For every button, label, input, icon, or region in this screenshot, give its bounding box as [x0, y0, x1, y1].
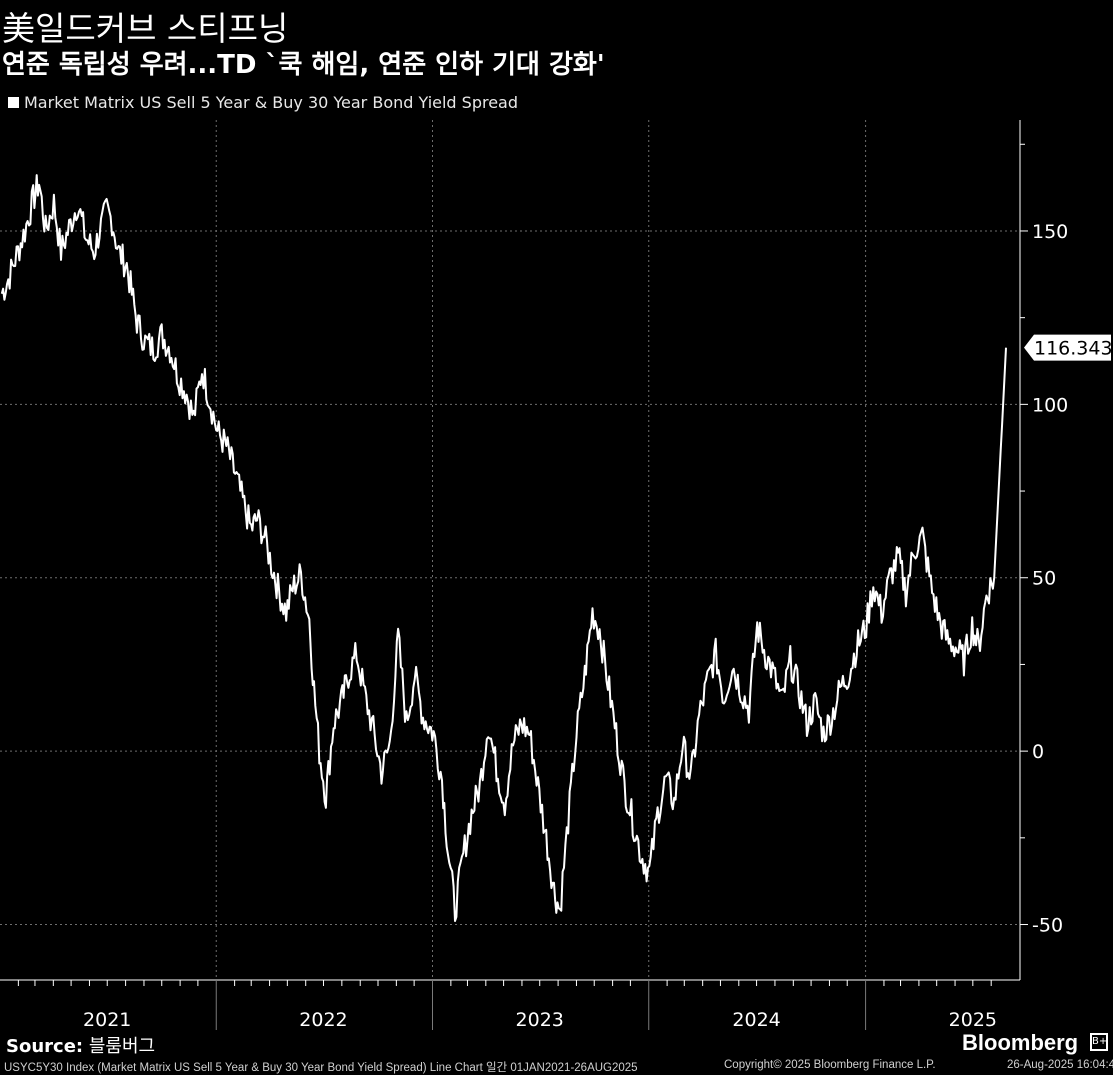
- copyright: Copyright© 2025 Bloomberg Finance L.P.: [724, 1059, 936, 1071]
- y-tick-label: -50: [1032, 915, 1063, 937]
- source-value: 블룸버그: [88, 1036, 156, 1057]
- y-tick-label: 150: [1032, 221, 1068, 243]
- legend-swatch: [8, 97, 19, 108]
- x-tick-label: 2022: [299, 1009, 347, 1031]
- y-tick-label: 50: [1032, 568, 1056, 590]
- x-tick-label: 2024: [732, 1009, 780, 1031]
- axis-labels: 150 100 50 0 -50 2021 2022 2023 2024 2025 116.343: [83, 221, 1113, 1031]
- index-note: USYC5Y30 Index (Market Matrix US Sell 5 …: [4, 1062, 638, 1074]
- x-tick-label: 2025: [949, 1009, 997, 1031]
- grid-lines: [0, 120, 1020, 980]
- bloomberg-plus-icon: B+: [1090, 1033, 1108, 1051]
- chart-subtitle: 연준 독립성 우려...TD `쿡 해임, 연준 인하 기대 강화': [2, 50, 605, 80]
- source-note: Source: 블룸버그: [6, 1032, 155, 1058]
- chart-title: 美일드커브 스티프닝: [2, 9, 289, 48]
- x-tick-label: 2023: [516, 1009, 564, 1031]
- last-value-label: 116.343: [1034, 338, 1113, 360]
- source-label: Source:: [6, 1036, 84, 1057]
- series-group: [0, 174, 1007, 922]
- timestamp: 26-Aug-2025 16:04:40: [1007, 1059, 1113, 1071]
- x-tick-label: 2021: [83, 1009, 131, 1031]
- axes: [0, 120, 1028, 1030]
- last-value-callout: [1024, 334, 1111, 361]
- legend-label: Market Matrix US Sell 5 Year & Buy 30 Ye…: [24, 93, 519, 112]
- y-tick-label: 100: [1032, 394, 1068, 416]
- series-line: [0, 174, 1007, 922]
- y-tick-label: 0: [1032, 741, 1044, 763]
- brand-logo: Bloomberg: [962, 1030, 1079, 1055]
- legend: Market Matrix US Sell 5 Year & Buy 30 Ye…: [8, 93, 518, 112]
